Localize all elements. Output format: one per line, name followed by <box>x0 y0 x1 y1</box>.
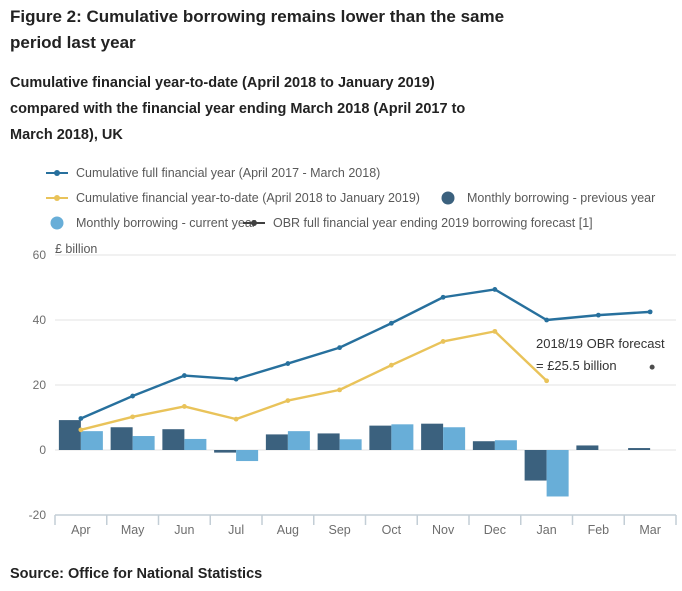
figure-subtitle: Cumulative financial year-to-date (April… <box>10 75 466 143</box>
circle-marker-icon <box>437 191 459 205</box>
bar-Mar <box>628 448 651 450</box>
svg-text:Apr: Apr <box>71 523 90 537</box>
line-marker-icon <box>46 166 68 180</box>
bar-Apr <box>80 431 103 450</box>
obr-forecast-point <box>649 364 655 370</box>
legend-label: Monthly borrowing - current year <box>76 215 256 230</box>
bar-May <box>110 427 133 450</box>
svg-text:Sep: Sep <box>329 523 351 537</box>
svg-text:2018/19 OBR forecast: 2018/19 OBR forecast <box>536 336 665 351</box>
legend-item-cumulative-current: Cumulative financial year-to-date (April… <box>46 185 420 210</box>
svg-text:60: 60 <box>33 248 47 262</box>
legend-item-cumulative-previous: Cumulative full financial year (April 20… <box>46 160 380 185</box>
bar-Apr <box>58 420 81 450</box>
bar-Sep <box>339 439 362 450</box>
svg-text:Jan: Jan <box>537 523 557 537</box>
svg-text:= £25.5 billion: = £25.5 billion <box>536 358 617 373</box>
bar-Jul <box>236 450 259 462</box>
svg-text:Nov: Nov <box>432 523 455 537</box>
bar-Jul <box>214 450 237 453</box>
source-note: Source: Office for National Statistics <box>10 566 263 582</box>
legend-label: Monthly borrowing - previous year <box>467 190 656 205</box>
svg-text:Feb: Feb <box>588 523 610 537</box>
legend-label: Cumulative full financial year (April 20… <box>76 165 381 180</box>
svg-text:Jul: Jul <box>228 523 244 537</box>
svg-text:Aug: Aug <box>277 523 299 537</box>
legend-label: OBR full financial year ending 2019 borr… <box>273 215 593 230</box>
svg-text:40: 40 <box>33 313 47 327</box>
svg-text:Oct: Oct <box>382 523 402 537</box>
bar-Oct <box>369 425 392 450</box>
legend-label: Cumulative financial year-to-date (April… <box>76 190 420 205</box>
bar-Jun <box>184 438 207 450</box>
borrowing-chart-canvas: £ billion 60 40 20 0 -20 2018/19 OBR forecast =… <box>29 242 677 537</box>
circle-marker-icon <box>46 216 68 230</box>
legend-item-monthly-previous: Monthly borrowing - previous year <box>437 185 655 210</box>
svg-text:Jun: Jun <box>174 523 194 537</box>
svg-text:Mar: Mar <box>639 523 661 537</box>
figure-title: Figure 2: Cumulative borrowing remains l… <box>10 7 505 52</box>
line-marker-icon <box>243 216 265 230</box>
legend-item-monthly-current: Monthly borrowing - current year <box>46 210 256 235</box>
bar-Oct <box>391 424 414 450</box>
svg-text:20: 20 <box>33 378 47 392</box>
bar-Dec <box>494 440 517 450</box>
bar-Jun <box>162 429 185 450</box>
svg-text:0: 0 <box>39 443 46 457</box>
chart-legend: Cumulative full financial year (April 20… <box>0 160 682 235</box>
svg-text:May: May <box>121 523 145 537</box>
bar-Aug <box>265 434 288 450</box>
bar-Nov <box>443 427 466 450</box>
bar-Jan <box>546 450 569 497</box>
bar-Dec <box>472 441 495 450</box>
svg-text:-20: -20 <box>29 508 47 522</box>
svg-text:Dec: Dec <box>484 523 506 537</box>
bar-Aug <box>287 431 310 450</box>
bar-Nov <box>421 423 444 450</box>
bar-Sep <box>317 433 340 450</box>
line-marker-icon <box>46 191 68 205</box>
chart-area: £ billion 60 40 20 0 -20 2018/19 OBR forecast =… <box>0 240 682 552</box>
legend-item-obr-forecast: OBR full financial year ending 2019 borr… <box>243 210 593 235</box>
svg-text:£ billion: £ billion <box>55 242 97 256</box>
bar-Jan <box>524 450 547 481</box>
bar-Feb <box>576 445 599 450</box>
bar-May <box>132 436 155 450</box>
